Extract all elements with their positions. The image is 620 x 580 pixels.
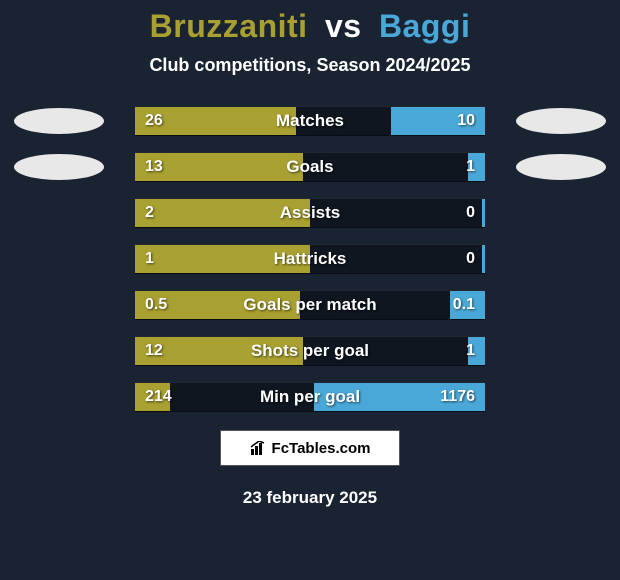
bar-track: 26 10 Matches: [135, 106, 485, 136]
team-badge-right: [516, 108, 606, 134]
bar-track: 214 1176 Min per goal: [135, 382, 485, 412]
value-left: 214: [145, 388, 172, 406]
site-label: FcTables.com: [272, 440, 371, 457]
value-right: 0.1: [453, 296, 475, 314]
value-right: 1: [466, 342, 475, 360]
value-right: 0: [466, 204, 475, 222]
value-left: 0.5: [145, 296, 167, 314]
value-left: 2: [145, 204, 154, 222]
team-badge-left: [14, 108, 104, 134]
stat-row: 26 10 Matches: [0, 106, 620, 136]
date-text: 23 february 2025: [0, 488, 620, 508]
bar-track: 1 0 Hattricks: [135, 244, 485, 274]
bar-track: 2 0 Assists: [135, 198, 485, 228]
subtitle: Club competitions, Season 2024/2025: [0, 55, 620, 76]
comparison-infographic: Bruzzaniti vs Baggi Club competitions, S…: [0, 0, 620, 580]
vs-text: vs: [325, 8, 362, 44]
value-right: 0: [466, 250, 475, 268]
stat-row: 13 1 Goals: [0, 152, 620, 182]
bar-right: [482, 199, 486, 227]
stat-label: Goals per match: [243, 295, 376, 315]
value-left: 1: [145, 250, 154, 268]
stats-rows: 2610Matches131Goals20Assists10Hattricks0…: [0, 106, 620, 412]
value-left: 13: [145, 158, 163, 176]
bar-right: [482, 245, 486, 273]
value-right: 1176: [440, 388, 475, 406]
bar-track: 13 1 Goals: [135, 152, 485, 182]
stat-row: 0.5 0.1 Goals per match: [0, 290, 620, 320]
bar-track: 0.5 0.1 Goals per match: [135, 290, 485, 320]
team-badge-left: [14, 154, 104, 180]
stat-row: 214 1176 Min per goal: [0, 382, 620, 412]
stat-label: Shots per goal: [251, 341, 369, 361]
stat-row: 2 0 Assists: [0, 198, 620, 228]
stat-label: Min per goal: [260, 387, 360, 407]
chart-icon: [250, 441, 268, 455]
stat-row: 12 1 Shots per goal: [0, 336, 620, 366]
stat-label: Assists: [280, 203, 340, 223]
team-badge-right: [516, 154, 606, 180]
bar-track: 12 1 Shots per goal: [135, 336, 485, 366]
value-left: 12: [145, 342, 163, 360]
player2-name: Baggi: [379, 8, 470, 44]
site-badge[interactable]: FcTables.com: [220, 430, 400, 466]
value-right: 10: [457, 112, 475, 130]
page-title: Bruzzaniti vs Baggi: [0, 8, 620, 45]
stat-label: Matches: [276, 111, 344, 131]
value-left: 26: [145, 112, 163, 130]
stat-label: Goals: [286, 157, 333, 177]
stat-label: Hattricks: [274, 249, 347, 269]
value-right: 1: [466, 158, 475, 176]
stat-row: 1 0 Hattricks: [0, 244, 620, 274]
player1-name: Bruzzaniti: [150, 8, 308, 44]
